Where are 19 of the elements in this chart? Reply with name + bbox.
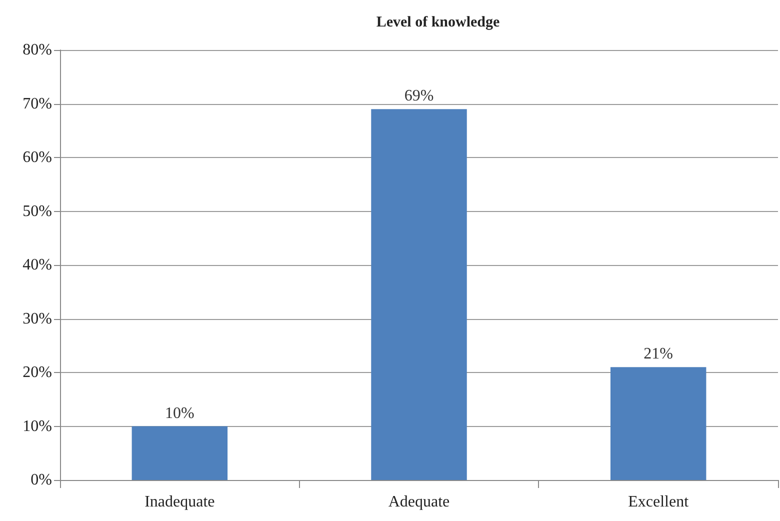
y-tick-label: 80% bbox=[22, 42, 52, 58]
bar bbox=[371, 109, 467, 480]
bar bbox=[132, 426, 228, 480]
chart-title: Level of knowledge bbox=[376, 14, 500, 30]
data-label: 69% bbox=[404, 88, 434, 105]
y-tick-label: 30% bbox=[22, 310, 52, 328]
y-tick-label: 50% bbox=[22, 202, 52, 220]
x-tick-label: Adequate bbox=[388, 494, 450, 510]
y-tick-label: 70% bbox=[22, 95, 52, 112]
y-tick-label: 0% bbox=[30, 472, 52, 488]
data-label: 21% bbox=[644, 346, 673, 363]
y-tick-label: 60% bbox=[22, 149, 52, 166]
y-tick-label: 10% bbox=[22, 418, 52, 435]
y-tick-label: 20% bbox=[22, 364, 52, 381]
x-tick-label: Inadequate bbox=[144, 494, 215, 510]
bar bbox=[610, 367, 706, 480]
x-tick-label: Excellent bbox=[628, 494, 690, 510]
data-label: 10% bbox=[165, 404, 194, 422]
y-tick-label: 40% bbox=[22, 256, 52, 274]
